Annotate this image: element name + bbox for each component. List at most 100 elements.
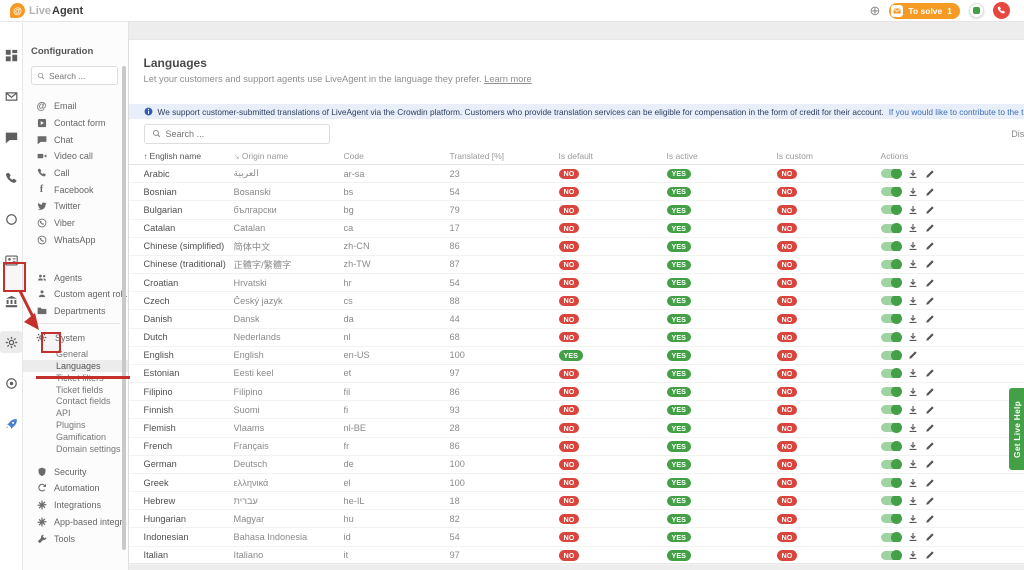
rail-upgrade-button[interactable] (0, 413, 22, 435)
active-toggle[interactable] (881, 242, 901, 251)
table-search-box[interactable] (144, 124, 330, 144)
sidebar-item-app-based-integr[interactable]: App-based integr.. (23, 513, 128, 530)
edit-icon[interactable] (925, 296, 935, 306)
sidebar-item-system[interactable]: System (23, 328, 128, 348)
download-icon[interactable] (908, 314, 918, 324)
active-toggle[interactable] (881, 369, 901, 378)
download-icon[interactable] (908, 259, 918, 269)
sidebar-item-integrations[interactable]: Integrations (23, 497, 128, 514)
column-header-is-default[interactable]: Is default (559, 151, 667, 161)
get-live-help-tab[interactable]: Get Live Help (1009, 388, 1024, 470)
download-icon[interactable] (908, 496, 918, 506)
download-icon[interactable] (908, 459, 918, 469)
rail-billing-button[interactable] (0, 290, 22, 312)
to-solve-button[interactable]: To solve 1 (889, 3, 960, 19)
active-toggle[interactable] (881, 278, 901, 287)
phone-button[interactable] (993, 2, 1010, 19)
column-header-translated[interactable]: Translated [%] (450, 151, 559, 161)
edit-icon[interactable] (925, 387, 935, 397)
rail-dashboard-button[interactable] (0, 44, 22, 66)
sidebar-item-custom-agent-rol[interactable]: Custom agent rol.. (23, 286, 128, 303)
edit-icon[interactable] (925, 514, 935, 524)
download-icon[interactable] (908, 532, 918, 542)
sidebar-item-gamification[interactable]: Gamification (23, 431, 128, 443)
rail-settings-button[interactable] (0, 331, 22, 353)
download-icon[interactable] (908, 441, 918, 451)
active-toggle[interactable] (881, 442, 901, 451)
edit-icon[interactable] (925, 441, 935, 451)
active-toggle[interactable] (881, 405, 901, 414)
rail-help-button[interactable] (0, 372, 22, 394)
active-toggle[interactable] (881, 478, 901, 487)
sidebar-item-agents[interactable]: Agents (23, 269, 128, 286)
active-toggle[interactable] (881, 314, 901, 323)
download-icon[interactable] (908, 405, 918, 415)
edit-icon[interactable] (925, 169, 935, 179)
edit-icon[interactable] (908, 350, 918, 360)
edit-icon[interactable] (925, 459, 935, 469)
sidebar-item-chat[interactable]: Chat (23, 131, 128, 148)
active-toggle[interactable] (881, 260, 901, 269)
download-icon[interactable] (908, 223, 918, 233)
sidebar-item-domain-settings[interactable]: Domain settings (23, 443, 128, 455)
sidebar-item-ticket-fields[interactable]: Ticket fields (23, 384, 128, 396)
sidebar-item-call[interactable]: Call (23, 165, 128, 182)
sidebar-item-tools[interactable]: Tools (23, 530, 128, 547)
edit-icon[interactable] (925, 223, 935, 233)
banner-link[interactable]: If you would like to contribute to the t… (889, 107, 1024, 117)
sidebar-item-security[interactable]: Security (23, 463, 128, 480)
active-toggle[interactable] (881, 551, 901, 560)
sidebar-item-departments[interactable]: Departments (23, 303, 128, 320)
download-icon[interactable] (908, 332, 918, 342)
download-icon[interactable] (908, 296, 918, 306)
edit-icon[interactable] (925, 314, 935, 324)
sidebar-item-api[interactable]: API (23, 407, 128, 419)
config-search-box[interactable] (31, 66, 118, 85)
edit-icon[interactable] (925, 205, 935, 215)
edit-icon[interactable] (925, 241, 935, 251)
active-toggle[interactable] (881, 351, 901, 360)
edit-icon[interactable] (925, 423, 935, 433)
download-icon[interactable] (908, 423, 918, 433)
sidebar-item-automation[interactable]: Automation (23, 480, 128, 497)
sidebar-item-video-call[interactable]: Video call (23, 148, 128, 165)
download-icon[interactable] (908, 514, 918, 524)
active-toggle[interactable] (881, 423, 901, 432)
download-icon[interactable] (908, 278, 918, 288)
sidebar-item-email[interactable]: @Email (23, 98, 128, 115)
column-header-code[interactable]: Code (344, 151, 450, 161)
sidebar-item-languages[interactable]: Languages (23, 360, 128, 372)
download-icon[interactable] (908, 205, 918, 215)
sidebar-item-facebook[interactable]: fFacebook (23, 181, 128, 198)
sidebar-item-contact-form[interactable]: Contact form (23, 115, 128, 132)
column-header-origin-name[interactable]: ↘Origin name (234, 151, 344, 161)
rail-contacts-button[interactable] (0, 249, 22, 271)
agent-status-button[interactable] (969, 3, 984, 18)
active-toggle[interactable] (881, 387, 901, 396)
add-icon[interactable]: ⊕ (870, 4, 881, 17)
config-scrollbar[interactable] (122, 66, 126, 550)
table-search-input[interactable] (166, 129, 322, 139)
config-search-input[interactable] (49, 71, 112, 81)
active-toggle[interactable] (881, 224, 901, 233)
sidebar-item-general[interactable]: General (23, 348, 128, 360)
download-icon[interactable] (908, 478, 918, 488)
edit-icon[interactable] (925, 550, 935, 560)
edit-icon[interactable] (925, 259, 935, 269)
active-toggle[interactable] (881, 169, 901, 178)
column-header-is-active[interactable]: Is active (667, 151, 777, 161)
edit-icon[interactable] (925, 368, 935, 378)
edit-icon[interactable] (925, 532, 935, 542)
download-icon[interactable] (908, 550, 918, 560)
active-toggle[interactable] (881, 460, 901, 469)
edit-icon[interactable] (925, 278, 935, 288)
download-icon[interactable] (908, 241, 918, 251)
sidebar-item-plugins[interactable]: Plugins (23, 419, 128, 431)
sidebar-item-whatsapp[interactable]: WhatsApp (23, 232, 128, 249)
download-icon[interactable] (908, 387, 918, 397)
edit-icon[interactable] (925, 478, 935, 488)
sidebar-item-contact-fields[interactable]: Contact fields (23, 395, 128, 407)
active-toggle[interactable] (881, 333, 901, 342)
active-toggle[interactable] (881, 514, 901, 523)
download-icon[interactable] (908, 169, 918, 179)
